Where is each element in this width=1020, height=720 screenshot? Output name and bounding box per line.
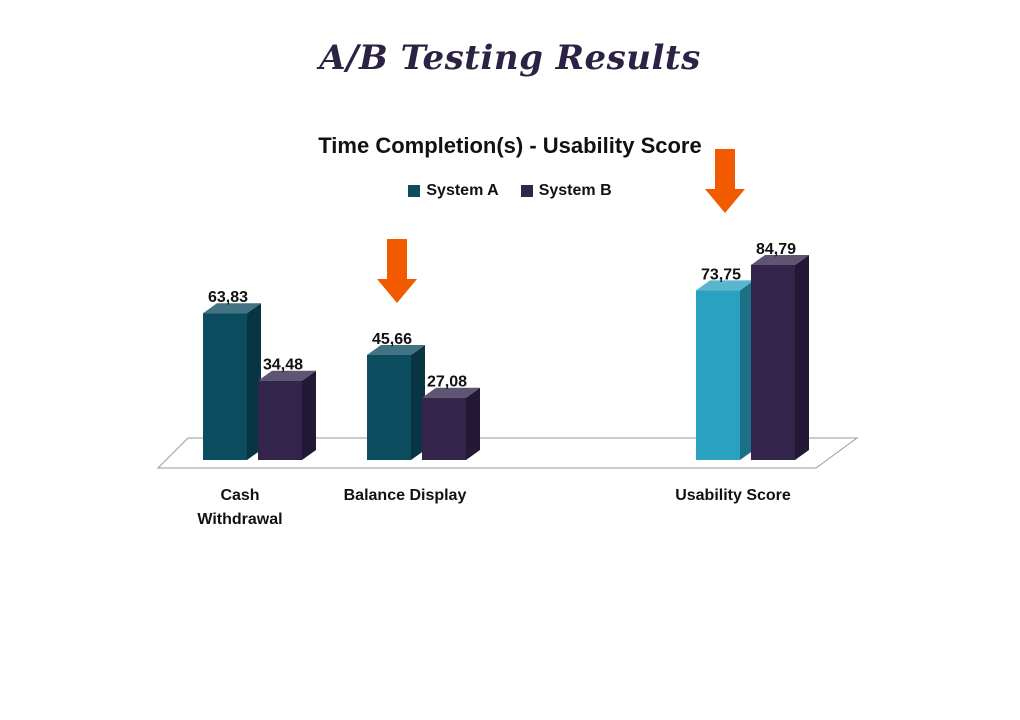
chart-title: Time Completion(s) - Usability Score <box>318 133 702 158</box>
bar-system-b-0-top <box>258 370 316 381</box>
data-label-system-b-0: 34,48 <box>263 357 303 374</box>
data-label-system-b-1: 27,08 <box>427 374 467 391</box>
bar-system-b-1-top <box>422 387 480 398</box>
legend-item-system-b[interactable]: System B <box>520 182 612 200</box>
data-label-system-a-0: 63,83 <box>208 289 248 306</box>
bar-system-a-2 <box>696 290 740 460</box>
bar-system-b-1 <box>422 397 466 460</box>
x-tick-label-line: Usability Score <box>675 487 791 504</box>
bar-system-a-2-side <box>740 280 754 460</box>
bar-system-b-2 <box>751 264 795 460</box>
x-tick-label-0: Cash Withdrawal <box>150 484 330 532</box>
bar-system-b-2-side <box>795 254 809 460</box>
x-tick-label-2: Usability Score <box>643 484 823 508</box>
highlight-arrow-1 <box>377 238 417 303</box>
legend-swatch-system-a <box>408 185 421 197</box>
highlight-arrow-2 <box>705 148 745 213</box>
page-title: A/B Testing Results <box>319 38 701 78</box>
x-tick-label-1: Balance Display <box>315 484 495 508</box>
x-tick-label-line: Withdrawal <box>197 511 283 528</box>
chart-floor <box>156 437 859 469</box>
bar-system-a-0-top <box>203 303 261 314</box>
bar-system-a-1 <box>367 354 411 460</box>
data-label-system-a-2: 73,75 <box>701 266 741 283</box>
bar-system-b-0-side <box>302 370 316 460</box>
x-tick-label-line: Cash <box>220 487 260 504</box>
legend: System A System B <box>0 182 1020 200</box>
x-tick-label-line: Balance Display <box>343 487 467 504</box>
legend-label-system-a: System A <box>426 182 499 199</box>
bar-system-a-0 <box>203 313 247 460</box>
bar-system-a-1-top <box>367 344 425 355</box>
bar-system-b-0 <box>258 380 302 460</box>
bar-system-b-2-top <box>751 254 809 265</box>
data-label-system-b-2: 84,79 <box>756 241 796 258</box>
bar-system-b-1-side <box>466 387 480 460</box>
bar-system-a-1-side <box>411 344 425 460</box>
data-label-system-a-1: 45,66 <box>372 331 412 348</box>
legend-label-system-b: System B <box>538 182 612 199</box>
legend-item-system-a[interactable]: System A <box>408 182 499 200</box>
legend-swatch-system-b <box>520 185 533 197</box>
bar-system-a-0-side <box>247 303 261 460</box>
bar-system-a-2-top <box>696 280 754 291</box>
